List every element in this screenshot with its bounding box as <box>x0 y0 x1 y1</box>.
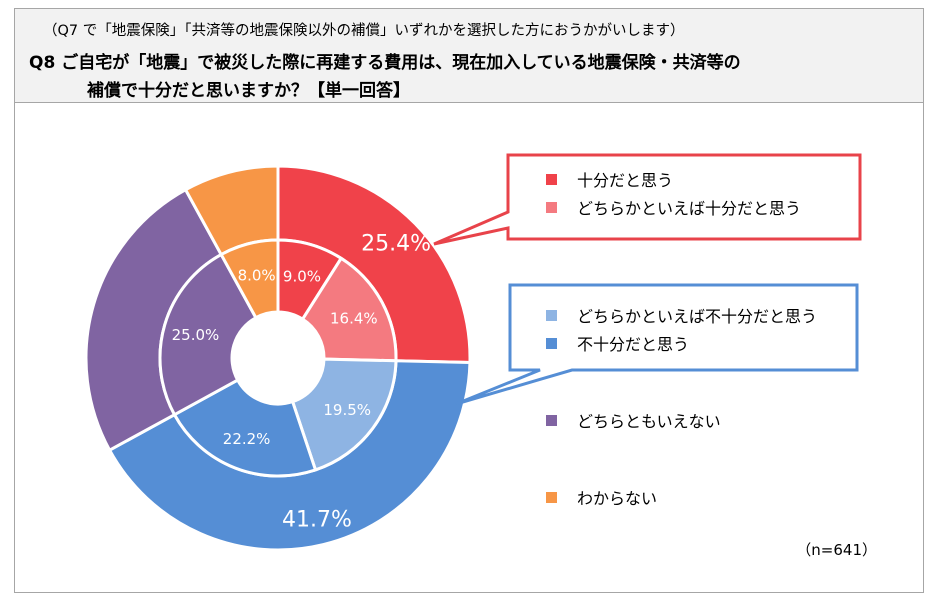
legend-label: わからない <box>577 489 657 508</box>
inner-slice-5 <box>158 252 258 417</box>
legend-label: どちらかといえば不十分だと思う <box>577 307 817 326</box>
inner-value-label: 22.2% <box>223 430 271 448</box>
question-title-line2: 補償で十分だと思いますか？【単一回答】 <box>87 81 410 101</box>
legend-swatch <box>546 174 557 185</box>
inner-value-label: 8.0% <box>238 267 276 285</box>
question-title-line1: Q8 ご自宅が「地震」で被災した際に再建する費用は、現在加入している地震保険・共… <box>29 53 741 73</box>
legend-label: どちらかといえば十分だと思う <box>577 199 801 218</box>
legend-label: どちらともいえない <box>577 412 721 431</box>
legend-swatch <box>546 338 557 349</box>
legend-label: 不十分だと思う <box>577 335 689 354</box>
legend-label: 十分だと思う <box>577 171 673 190</box>
inner-slice-6 <box>219 238 280 320</box>
legend-swatch <box>546 492 557 503</box>
legend-swatch <box>546 202 557 213</box>
inner-value-label: 25.0% <box>172 326 220 344</box>
legend-swatch <box>546 310 557 321</box>
inner-value-label: 16.4% <box>330 309 378 327</box>
legend: 十分だと思うどちらかといえば十分だと思うどちらかといえば不十分だと思う不十分だと… <box>433 153 862 508</box>
inner-slice-3 <box>290 357 398 472</box>
outer-ring <box>84 164 472 552</box>
outer-value-label: 25.4% <box>361 232 431 257</box>
inner-slice-2 <box>300 256 398 363</box>
sample-size-label: （n=641） <box>796 541 877 559</box>
legend-swatch <box>546 415 557 426</box>
inner-value-label: 9.0% <box>283 267 321 285</box>
data-labels: 9.0% 16.4% 19.5% 22.2% 25.0% 8.0% 25.4% 41.7% <box>172 232 431 533</box>
outer-value-label: 41.7% <box>282 507 352 532</box>
inner-value-label: 19.5% <box>323 401 371 419</box>
question-header: （Q7 で「地震保険」「共済等の地震保険以外の補償」いずれかを選択した方におうか… <box>15 9 923 103</box>
question-subnote: （Q7 で「地震保険」「共済等の地震保険以外の補償」いずれかを選択した方におうか… <box>43 23 685 39</box>
inner-ring <box>158 238 398 478</box>
legend-callout-red <box>433 153 862 246</box>
inner-slice-4 <box>172 378 318 478</box>
